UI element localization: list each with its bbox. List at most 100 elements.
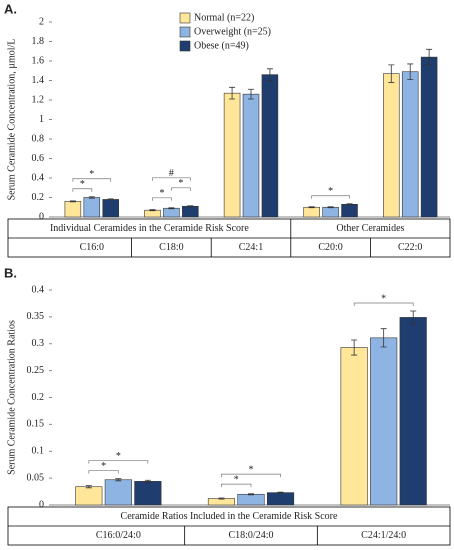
significance-bracket <box>152 177 191 181</box>
legend-label: Obese (n=49) <box>194 40 249 51</box>
error-bar <box>426 48 433 66</box>
y-tick-label: 1.8 <box>32 36 45 47</box>
bar <box>322 206 339 218</box>
error-bar <box>407 63 414 80</box>
bar <box>399 317 427 506</box>
legend-label: Overweight (n=25) <box>194 26 271 37</box>
bar <box>370 337 398 506</box>
significance-bracket <box>311 195 350 199</box>
bar <box>83 197 101 218</box>
significance-bracket <box>88 460 149 464</box>
significance-mark: * <box>381 293 386 304</box>
error-bar <box>149 209 156 212</box>
legend-label: Normal (n=22) <box>194 12 254 23</box>
bar <box>383 73 400 218</box>
bar <box>64 201 82 218</box>
error-bar <box>85 485 92 489</box>
bar <box>341 204 358 218</box>
significance-mark: * <box>234 474 239 485</box>
y-tick-label: 0.6 <box>32 153 45 164</box>
bar <box>242 93 260 218</box>
y-tick-label: 0.2 <box>32 192 45 203</box>
bar <box>303 206 320 218</box>
legend-swatch <box>179 40 191 52</box>
y-tick-label: 0.2 <box>32 392 45 403</box>
error-bar <box>229 86 236 100</box>
x-tick-label: C20:0 <box>318 242 342 253</box>
bar <box>420 56 438 218</box>
significance-mark: * <box>249 464 254 475</box>
significance-mark: * <box>89 169 94 180</box>
y-tick-label: 0.8 <box>32 133 45 144</box>
error-bar <box>187 205 194 208</box>
error-bar <box>248 88 254 100</box>
significance-mark: * <box>116 451 121 462</box>
bar <box>207 498 236 506</box>
y-axis-label: Serum Ceramide Concentration, µmol/L <box>6 39 17 201</box>
error-bar <box>115 478 122 482</box>
error-bar <box>248 493 254 496</box>
error-bar <box>88 196 95 199</box>
significance-bracket <box>171 187 191 191</box>
bar <box>401 71 419 218</box>
bar <box>237 493 265 506</box>
bar <box>340 347 368 506</box>
x-tick-label: C16:0 <box>80 242 104 253</box>
bar <box>223 92 241 218</box>
panel-label: B. <box>4 265 17 280</box>
y-tick-label: 2 <box>39 16 44 27</box>
y-tick-label: 0.4 <box>32 284 45 295</box>
group-label: Ceramide Ratios Included in the Ceramide… <box>121 511 338 522</box>
significance-bracket <box>353 302 414 306</box>
group-label: Other Ceramides <box>336 223 404 234</box>
y-tick-label: 0.1 <box>32 446 45 457</box>
x-tick-label: C24:1 <box>239 242 263 253</box>
significance-mark: # <box>169 168 174 179</box>
error-bar <box>69 200 76 203</box>
significance-mark: * <box>101 461 106 472</box>
error-bar <box>351 339 358 356</box>
significance-bracket <box>152 197 172 201</box>
bar <box>75 486 103 506</box>
y-tick-label: 0.35 <box>27 311 45 322</box>
error-bar <box>388 64 395 83</box>
legend-swatch <box>179 26 191 38</box>
group-label: Individual Ceramides in the Ceramide Ris… <box>50 223 249 234</box>
y-tick-label: 0 <box>39 499 44 510</box>
y-tick-label: 1.6 <box>32 55 45 66</box>
bar <box>144 209 161 218</box>
bar <box>261 74 279 218</box>
significance-mark: * <box>178 178 183 189</box>
significance-bracket <box>221 483 252 488</box>
bar <box>102 199 119 218</box>
y-axis-label: Serum Ceramide Concentration Ratios <box>6 320 17 475</box>
significance-mark: * <box>328 186 333 197</box>
significance-bracket <box>72 178 112 182</box>
error-bar <box>168 207 175 210</box>
y-tick-label: 0.3 <box>32 338 45 349</box>
significance-bracket <box>72 188 93 192</box>
y-tick-label: 0.25 <box>27 365 45 376</box>
x-tick-label: C22:0 <box>398 242 422 253</box>
error-bar <box>266 68 273 81</box>
significance-bracket <box>221 473 281 478</box>
error-bar <box>346 203 353 206</box>
error-bar <box>144 479 151 483</box>
x-tick-label: C18:0/24:0 <box>228 530 273 541</box>
error-bar <box>410 310 417 325</box>
legend-swatch <box>179 12 191 24</box>
error-bar <box>277 491 284 494</box>
y-tick-label: 1.2 <box>32 94 45 105</box>
x-tick-label: C16:0/24:0 <box>96 530 141 541</box>
error-bar <box>107 198 114 201</box>
x-tick-label: C24:1/24:0 <box>361 530 406 541</box>
error-bar <box>380 328 387 348</box>
y-tick-label: 0.15 <box>27 419 45 430</box>
significance-bracket <box>88 470 119 474</box>
bar <box>266 492 295 506</box>
bar <box>182 205 199 218</box>
y-tick-label: 0.4 <box>32 172 45 183</box>
x-tick-label: C18:0 <box>159 242 183 253</box>
y-tick-label: 0.05 <box>27 472 45 483</box>
